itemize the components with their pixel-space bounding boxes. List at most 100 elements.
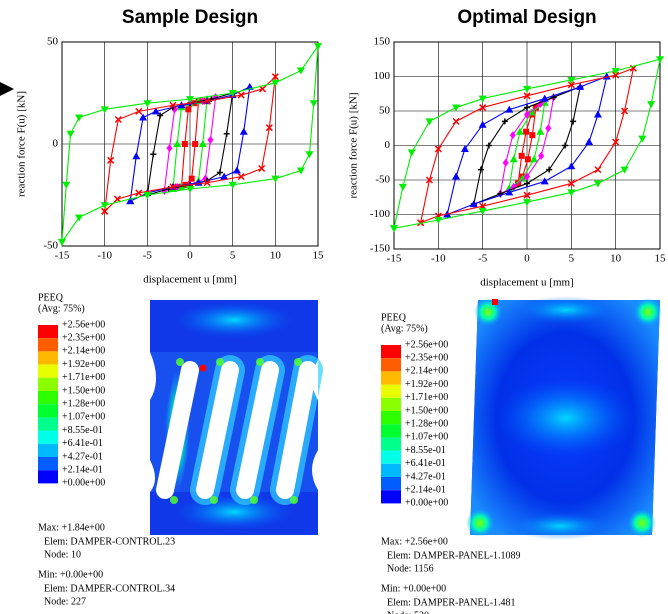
data-point [182, 141, 188, 147]
result-info: Elem: DAMPER-PANEL-1.481 [387, 597, 516, 608]
data-point [207, 136, 213, 144]
result-info: Min: +0.00e+00 [381, 583, 446, 594]
data-point [546, 167, 552, 173]
data-point [519, 153, 525, 159]
data-point [217, 170, 223, 176]
contour-sample [150, 300, 318, 535]
x-tick-label: 10 [270, 250, 282, 262]
result-info: Max: +2.56e+00 [381, 536, 448, 547]
x-tick-label: 15 [655, 253, 667, 265]
data-point [562, 143, 568, 149]
page: {"chart_data": [ {"type": "line", "title… [0, 0, 668, 614]
data-point [529, 132, 535, 138]
legend-label: +2.14e+00 [62, 346, 105, 357]
data-point [233, 167, 241, 174]
legend-label: +1.28e+00 [405, 418, 448, 429]
y-tick-label: -100 [370, 208, 391, 220]
legend-swatch [381, 451, 401, 464]
result-info: Elem: DAMPER-CONTROL.23 [44, 536, 175, 547]
data-point [75, 214, 83, 221]
x-tick-label: -5 [478, 253, 488, 265]
data-point [452, 105, 460, 112]
legend-label: +4.27e-01 [62, 451, 103, 462]
legend-swatch [381, 424, 401, 437]
data-point [132, 152, 140, 159]
legend-swatch [381, 358, 401, 371]
data-point [523, 129, 529, 135]
y-tick-label: 0 [53, 138, 59, 150]
legend-swatch [38, 457, 58, 470]
legend-swatch [38, 365, 58, 378]
legend-label: +2.35e+00 [62, 332, 105, 343]
data-point [189, 176, 195, 182]
legend-swatch [38, 470, 58, 483]
legend-swatch [381, 437, 401, 450]
figure: Sample Design-15-10-5051015-50050displac… [0, 0, 668, 614]
data-point [638, 136, 646, 143]
x-tick-label: 0 [187, 250, 193, 262]
data-point [541, 177, 549, 184]
legend-swatch [381, 398, 401, 411]
result-info: Node: 10 [44, 549, 81, 560]
legend-label: +0.00e+00 [62, 478, 105, 489]
y-tick-label: -50 [43, 240, 58, 252]
y-tick-label: 50 [379, 105, 391, 117]
result-info: Node: 227 [44, 596, 86, 607]
data-point [185, 106, 191, 112]
y-tick-label: -150 [370, 243, 391, 255]
chart-title: Sample Design [122, 7, 258, 28]
result-info: Min: +0.00e+00 [38, 569, 103, 580]
legend-label: +1.92e+00 [62, 359, 105, 370]
x-axis-label: displacement u [mm] [480, 277, 573, 289]
data-point [524, 105, 530, 111]
data-point [585, 138, 593, 145]
data-point [399, 184, 407, 191]
data-point [139, 113, 147, 120]
legend-swatch [38, 431, 58, 444]
x-tick-label: 10 [610, 253, 622, 265]
y-axis-label: reaction force F(u) [kN] [348, 93, 360, 199]
legend-swatch [381, 385, 401, 398]
legend-label: +1.71e+00 [62, 372, 105, 383]
data-point [310, 100, 318, 107]
legend-label: +1.71e+00 [405, 392, 448, 403]
x-tick-label: -5 [143, 250, 153, 262]
x-tick-label: 15 [313, 250, 325, 262]
legend-label: +1.92e+00 [405, 379, 448, 390]
data-point [240, 128, 248, 135]
result-info: Max: +1.84e+00 [38, 522, 105, 533]
legend-label: +2.14e-01 [62, 464, 103, 475]
data-point [297, 68, 305, 75]
data-point [478, 167, 484, 173]
data-point [67, 131, 75, 138]
legend-swatch [381, 345, 401, 358]
data-point [408, 149, 416, 156]
legend-label: +8.55e-01 [62, 425, 103, 436]
result-info: Elem: DAMPER-PANEL-1.1089 [387, 550, 521, 561]
result-info: Elem: DAMPER-CONTROL.34 [44, 583, 175, 594]
data-point [224, 131, 230, 137]
legend-label: +6.41e-01 [62, 438, 103, 449]
data-point [62, 182, 70, 189]
legend-swatch [38, 338, 58, 351]
legend-label: +1.07e+00 [62, 412, 105, 423]
data-point [594, 110, 602, 117]
x-axis-label: displacement u [mm] [143, 274, 236, 286]
result-info: Node: 1156 [387, 563, 434, 574]
x-tick-label: 5 [230, 250, 236, 262]
legend-label: +4.27e-01 [405, 471, 446, 482]
data-point [58, 239, 66, 246]
data-point [536, 128, 544, 135]
data-point [314, 43, 322, 50]
legend-swatch [38, 444, 58, 457]
data-point [425, 118, 433, 125]
legend-label: +2.14e+00 [405, 366, 448, 377]
data-point [305, 151, 313, 158]
legend-swatch [381, 411, 401, 424]
legend-title: PEEQ [38, 292, 64, 303]
x-tick-label: 5 [569, 253, 575, 265]
data-point [502, 118, 508, 124]
data-point [167, 144, 173, 152]
y-tick-label: 100 [374, 70, 391, 82]
data-point [545, 124, 551, 132]
